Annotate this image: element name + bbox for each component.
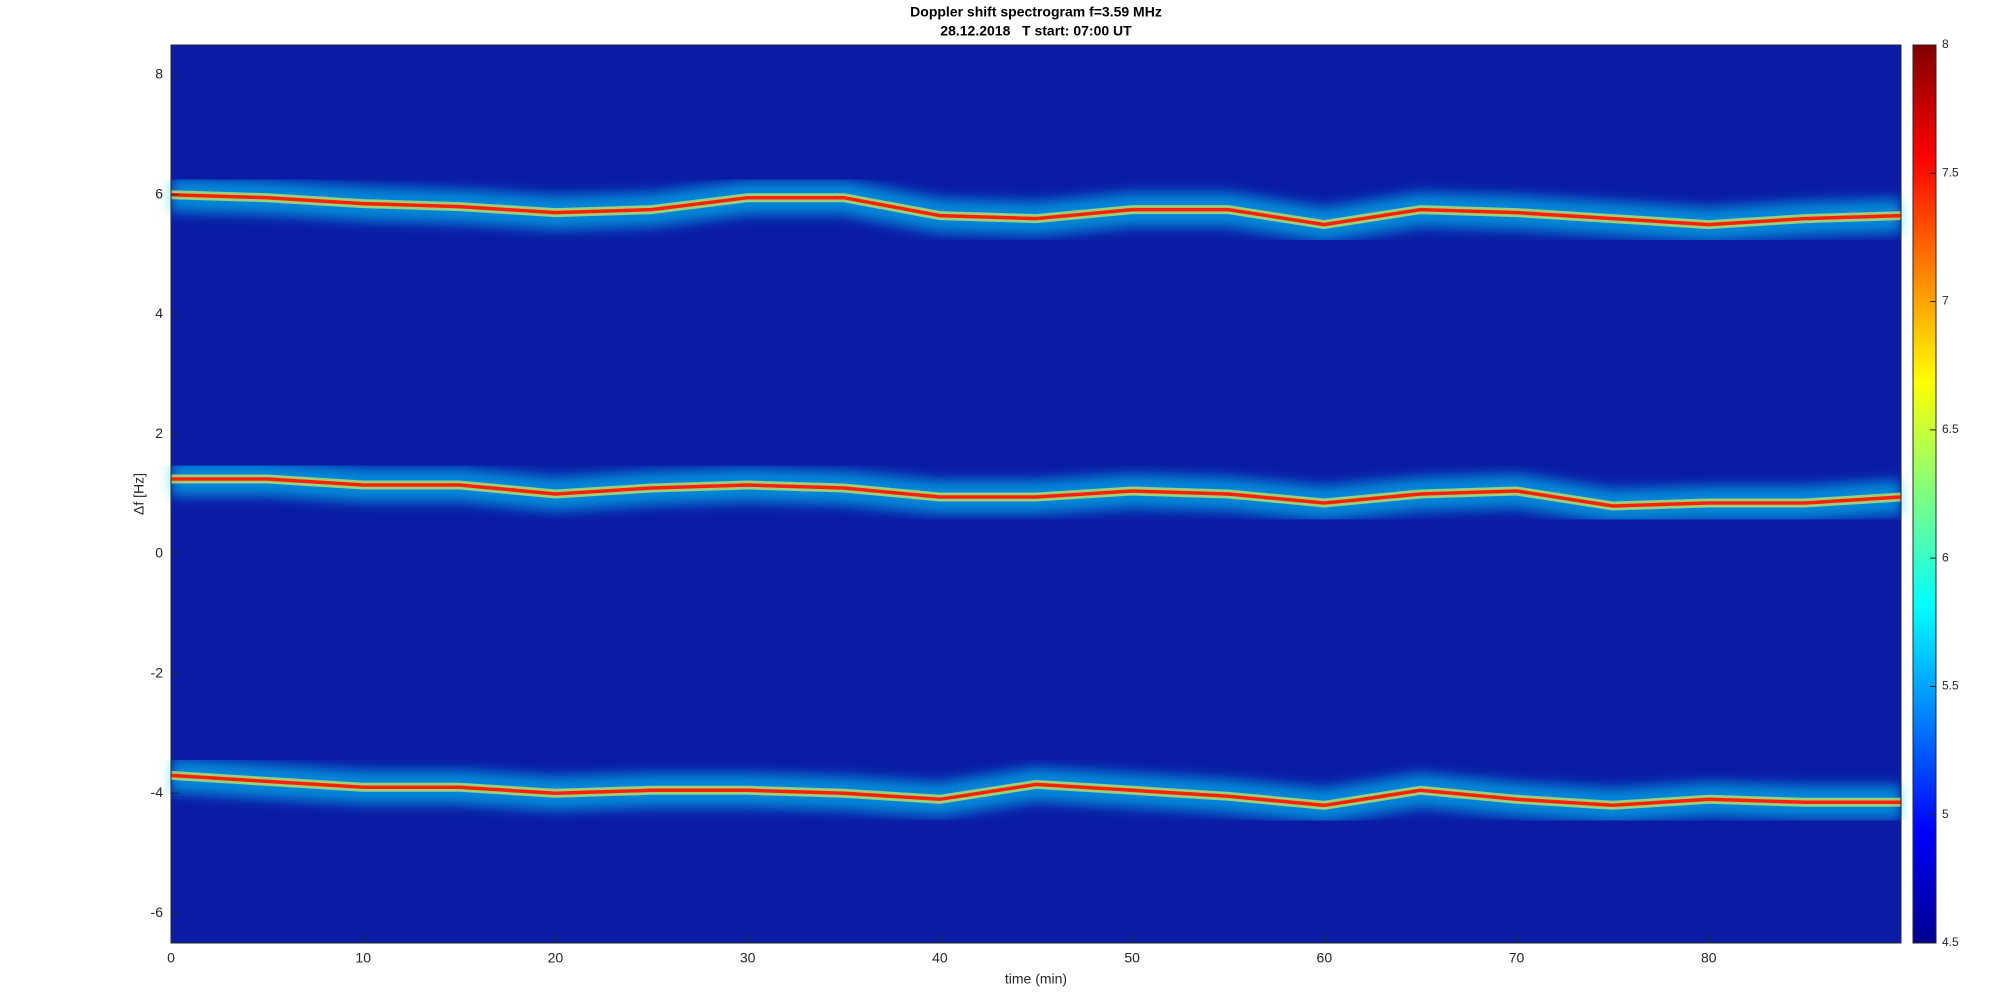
colorbar-tick-label: 6.5 — [1942, 422, 1959, 436]
trace — [170, 192, 1902, 227]
y-tick-label: 0 — [155, 545, 163, 561]
colorbar-tick-label: 4.5 — [1942, 935, 1959, 949]
x-tick-label: 30 — [740, 950, 756, 966]
y-tick-label: -2 — [151, 664, 164, 680]
colorbar-tick-label: 7 — [1942, 294, 1949, 308]
trace — [170, 773, 1901, 808]
y-tick-label: -6 — [151, 904, 164, 920]
x-tick-label: 40 — [932, 950, 948, 966]
x-tick-label: 80 — [1701, 950, 1717, 966]
colorbar-tick-label: 5.5 — [1942, 679, 1959, 693]
x-tick-label: 10 — [355, 950, 371, 966]
trace — [171, 477, 1902, 508]
colorbar — [1912, 44, 1937, 944]
colorbar-tick-label: 8 — [1942, 37, 1949, 51]
x-tick-label: 0 — [167, 950, 175, 966]
y-tick-label: 4 — [155, 305, 163, 321]
y-tick-label: 2 — [155, 425, 163, 441]
colorbar-tick-label: 6 — [1942, 550, 1949, 564]
chart-subtitle: 28.12.2018 T start: 07:00 UT — [940, 23, 1132, 39]
y-axis-label: Δf [Hz] — [131, 473, 147, 515]
x-tick-label: 60 — [1317, 950, 1333, 966]
chart-title: Doppler shift spectrogram f=3.59 MHz — [910, 4, 1162, 20]
plot-frame — [170, 44, 1902, 944]
x-axis-label: time (min) — [1005, 971, 1067, 987]
y-tick-label: 8 — [155, 66, 163, 82]
x-tick-label: 50 — [1124, 950, 1140, 966]
x-tick-label: 70 — [1509, 950, 1525, 966]
colorbar-tick-label: 7.5 — [1942, 165, 1959, 179]
y-tick-label: -4 — [151, 784, 164, 800]
y-tick-label: 6 — [155, 185, 163, 201]
colorbar-tick-label: 5 — [1942, 807, 1949, 821]
x-tick-label: 20 — [548, 950, 564, 966]
